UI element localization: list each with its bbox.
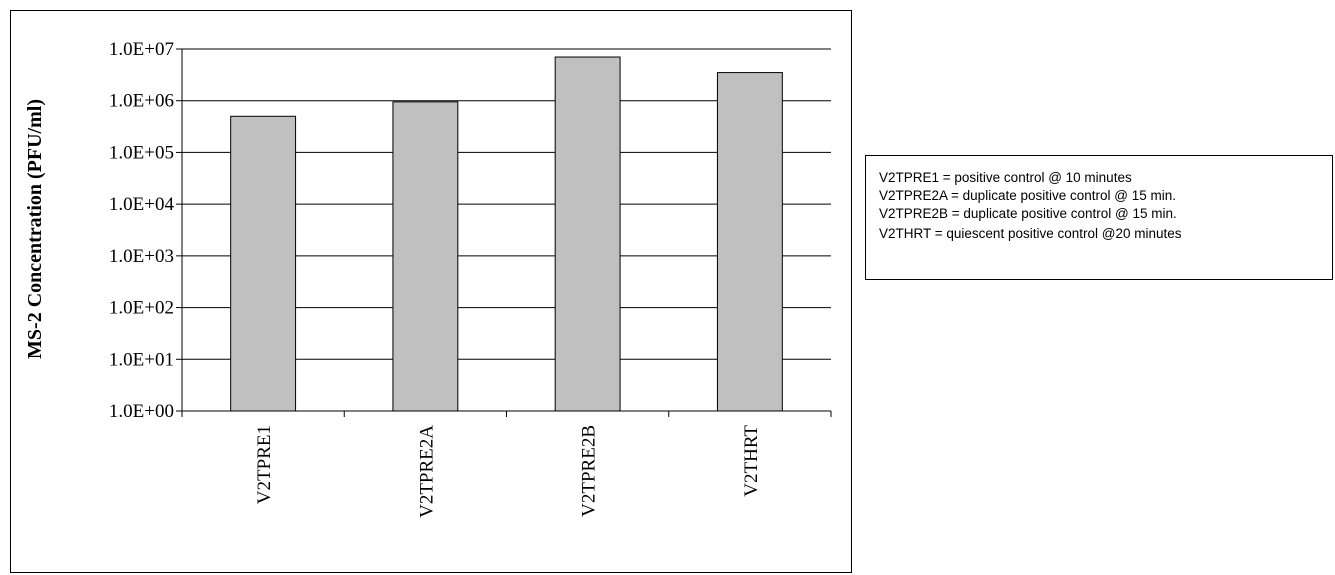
legend-notes: V2TPRE1 = positive control @ 10 minutes V… <box>865 155 1333 280</box>
y-tick-label: 1.0E+06 <box>109 91 174 112</box>
bar-v2tpre2b <box>554 56 621 412</box>
y-tick-label: 1.0E+07 <box>109 39 174 60</box>
legend-note: V2TPRE2A = duplicate positive control @ … <box>879 188 1176 203</box>
legend-note: V2TPRE2B = duplicate positive control @ … <box>879 206 1177 221</box>
category-label: V2TPRE2A <box>416 425 437 518</box>
y-tick-label: 1.0E+00 <box>109 401 174 422</box>
legend-note: V2THRT = quiescent positive control @20 … <box>879 226 1182 241</box>
y-tick-label: 1.0E+05 <box>109 142 174 163</box>
y-tick-label: 1.0E+04 <box>109 194 175 215</box>
y-tick-label: 1.0E+03 <box>109 246 174 267</box>
category-label: V2THRT <box>741 425 762 497</box>
y-axis-title: MS-2 Concentration (PFU/ml) <box>24 99 46 359</box>
category-label: V2TPRE1 <box>254 425 275 504</box>
chart-area: 1.0E+00 1.0E+01 1.0E+02 1.0E+03 1.0E+04 1.0E+… <box>10 10 852 573</box>
legend-note: V2TPRE1 = positive control @ 10 minutes <box>879 170 1132 185</box>
bar-v2tpre1 <box>230 115 297 412</box>
bar-v2tpre2a <box>392 101 459 412</box>
y-tick-label: 1.0E+01 <box>109 349 174 370</box>
category-label: V2TPRE2B <box>579 425 600 517</box>
bar-v2thrt <box>716 72 783 412</box>
bar-chart: 1.0E+00 1.0E+01 1.0E+02 1.0E+03 1.0E+04 1.0E+… <box>24 39 832 518</box>
y-tick-label: 1.0E+02 <box>109 298 174 319</box>
